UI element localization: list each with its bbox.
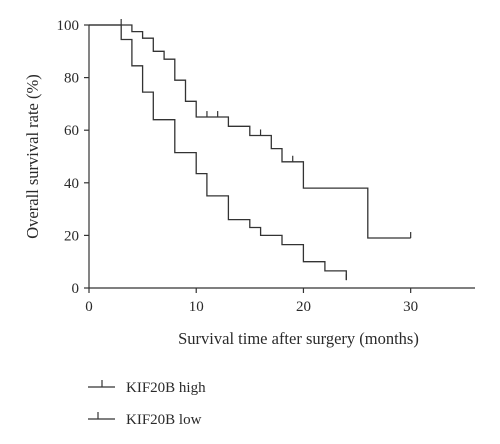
- legend-item-kif20b-low: KIF20B low: [88, 412, 202, 428]
- x-tick-label: 30: [403, 299, 418, 315]
- y-tick-label: 0: [72, 281, 80, 297]
- y-tick-label: 100: [57, 18, 80, 34]
- legend-label: KIF20B low: [126, 412, 202, 428]
- legend-label: KIF20B high: [126, 380, 206, 396]
- series-kif20b-high: [89, 19, 412, 239]
- x-tick-label: 20: [296, 299, 311, 315]
- survival-curve-kif20b-low: [89, 24, 347, 281]
- x-tick-label: 10: [189, 299, 204, 315]
- plot-area: 0 20 40 60 80 100 0 10 20 30: [57, 18, 475, 315]
- y-tick-label: 60: [64, 123, 79, 139]
- y-ticks: 0 20 40 60 80 100: [57, 18, 89, 297]
- y-tick-label: 20: [64, 228, 79, 244]
- series-kif20b-low: [89, 24, 347, 281]
- y-tick-label: 40: [64, 176, 79, 192]
- y-tick-label: 80: [64, 71, 79, 87]
- series-layer: [89, 19, 412, 281]
- y-axis-title: Overall survival rate (%): [23, 74, 42, 238]
- x-tick-label: 0: [85, 299, 93, 315]
- legend: KIF20B high KIF20B low: [88, 380, 206, 428]
- x-ticks: 0 10 20 30: [85, 288, 418, 315]
- x-axis-title: Survival time after surgery (months): [178, 329, 419, 348]
- survival-curve-kif20b-high: [89, 24, 411, 239]
- legend-item-kif20b-high: KIF20B high: [88, 380, 206, 396]
